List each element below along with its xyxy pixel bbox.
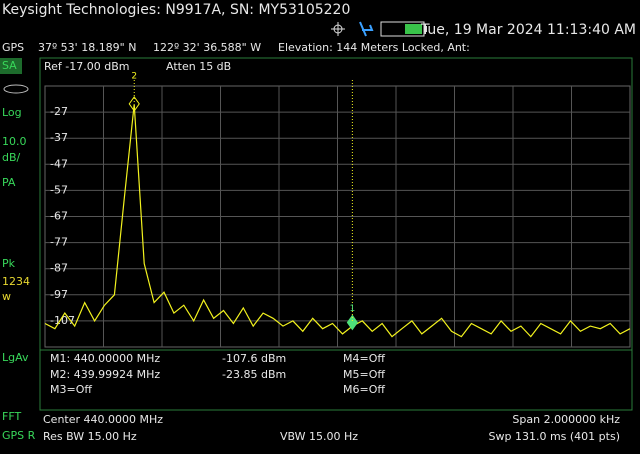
y-tick-label: -27 bbox=[50, 105, 68, 118]
marker-cell: -23.85 dBm bbox=[222, 368, 286, 381]
marker-label: 2 bbox=[131, 72, 137, 82]
averaging: LgAv bbox=[2, 351, 29, 364]
trace-mode: w bbox=[2, 290, 11, 303]
marker-cell: M2: 439.99924 MHz bbox=[50, 368, 160, 381]
marker-cell: M6=Off bbox=[343, 383, 385, 396]
gps-indicator: GPS R bbox=[2, 429, 36, 442]
marker-cell: M3=Off bbox=[50, 383, 92, 396]
y-tick-label: -87 bbox=[50, 262, 68, 275]
traces: 1234 bbox=[2, 275, 30, 288]
y-tick-label: -107 bbox=[50, 314, 75, 327]
mode[interactable]: SA bbox=[2, 59, 17, 72]
scale-type: Log bbox=[2, 106, 22, 119]
y-tick-label: -47 bbox=[50, 157, 68, 170]
marker-cell: M4=Off bbox=[343, 352, 385, 365]
scale-unit: dB/ bbox=[2, 151, 21, 164]
y-tick-label: -77 bbox=[50, 236, 68, 249]
res-bw: Res BW 15.00 Hz bbox=[43, 430, 137, 443]
trace bbox=[44, 104, 631, 338]
marker bbox=[346, 314, 358, 331]
center-freq: Center 440.0000 MHz bbox=[43, 413, 163, 426]
y-tick-label: -57 bbox=[50, 183, 68, 196]
marker-cell: -107.6 dBm bbox=[222, 352, 286, 365]
mode-box[interactable] bbox=[0, 58, 22, 74]
title: Keysight Technologies: N9917A, SN: MY531… bbox=[2, 2, 350, 18]
span: Span 2.000000 kHz bbox=[512, 413, 620, 426]
y-tick-label: -97 bbox=[50, 288, 68, 301]
preamp: PA bbox=[2, 176, 16, 189]
datetime: Tue, 19 Mar 2024 11:13:40 AM bbox=[420, 22, 636, 38]
y-tick-label: -37 bbox=[50, 131, 68, 144]
gps-label: GPS bbox=[2, 41, 24, 54]
sweep-type: FFT bbox=[2, 410, 21, 423]
gps-status: Elevation: 144 Meters Locked, Ant: bbox=[278, 41, 470, 54]
longitude: 122º 32' 36.588" W bbox=[153, 41, 261, 54]
marker bbox=[128, 96, 140, 112]
vbw: VBW 15.00 Hz bbox=[280, 430, 358, 443]
sweep: Swp 131.0 ms (401 pts) bbox=[489, 430, 621, 443]
y-tick-label: -67 bbox=[50, 210, 68, 223]
status-icons bbox=[331, 21, 427, 37]
marker-cell: M5=Off bbox=[343, 368, 385, 381]
detector: Pk bbox=[2, 257, 16, 270]
scale-value: 10.0 bbox=[2, 135, 27, 148]
marker-label: 1 bbox=[350, 304, 356, 314]
latitude: 37º 53' 18.189" N bbox=[38, 41, 136, 54]
marker-cell: M1: 440.00000 MHz bbox=[50, 352, 160, 365]
ref-level: Ref -17.00 dBm bbox=[44, 60, 130, 73]
attenuation: Atten 15 dB bbox=[166, 60, 231, 73]
mode-icon bbox=[3, 84, 29, 94]
